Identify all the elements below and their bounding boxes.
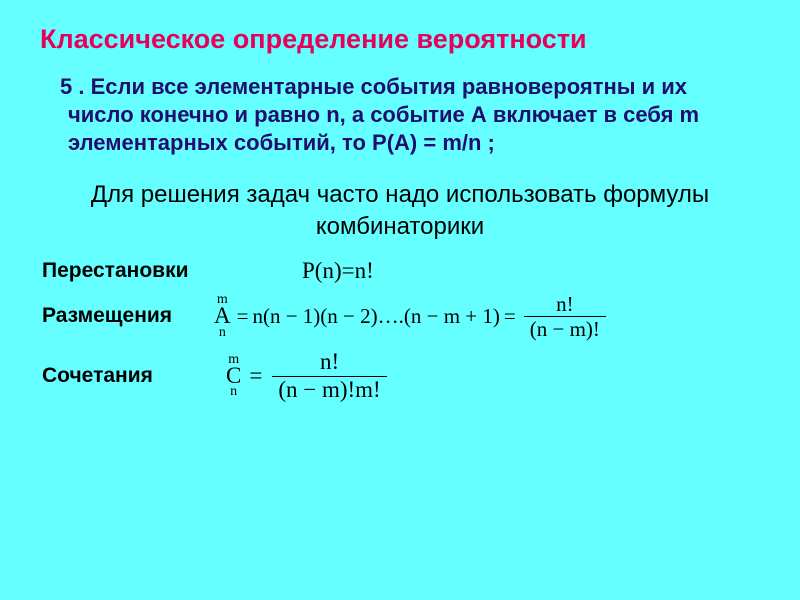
- frac-den: (n − m)!m!: [272, 377, 386, 403]
- sym-sup: m: [228, 355, 239, 365]
- formula-placements: m A n = n(n − 1)(n − 2)….(n − m + 1) = n…: [214, 292, 610, 341]
- perm-rhs: n!: [355, 258, 374, 284]
- perm-lhs: P(n): [302, 258, 342, 284]
- page-title: Классическое определение вероятности: [40, 24, 760, 55]
- frac-den: (n − m)!: [524, 317, 606, 341]
- intro-text: Для решения задач часто надо использоват…: [46, 179, 754, 241]
- frac-num: n!: [550, 292, 580, 316]
- sym-sub: n: [230, 387, 237, 397]
- placements-expansion: n(n − 1)(n − 2)….(n − m + 1): [252, 304, 499, 329]
- sym-sup: m: [217, 295, 228, 305]
- definition-bullet: 5 . Если все элементарные события равнов…: [68, 73, 750, 157]
- sym-base: C: [226, 366, 241, 387]
- sym-sub: n: [219, 328, 226, 338]
- placements-symbol: m A n: [214, 296, 231, 336]
- equals-sign: =: [249, 363, 262, 389]
- combinations-fraction: n! (n − m)!m!: [272, 349, 386, 403]
- sym-base: A: [214, 306, 231, 327]
- equals-sign: =: [504, 304, 516, 329]
- formula-permutations: P(n) = n!: [302, 258, 374, 284]
- label-combinations: Сочетания: [42, 364, 202, 388]
- placements-fraction: n! (n − m)!: [524, 292, 606, 341]
- row-permutations: Перестановки P(n) = n!: [42, 258, 760, 284]
- label-permutations: Перестановки: [42, 259, 252, 283]
- combinations-symbol: m C n: [226, 356, 241, 396]
- equals-sign: =: [237, 304, 249, 329]
- label-placements: Размещения: [42, 304, 222, 328]
- slide: Классическое определение вероятности 5 .…: [0, 0, 800, 600]
- row-placements: Размещения m A n = n(n − 1)(n − 2)….(n −…: [42, 292, 760, 341]
- row-combinations: Сочетания m C n = n! (n − m)!m!: [42, 349, 760, 403]
- formula-combinations: m C n = n! (n − m)!m!: [226, 349, 391, 403]
- equals-sign: =: [342, 258, 355, 284]
- frac-num: n!: [314, 349, 345, 375]
